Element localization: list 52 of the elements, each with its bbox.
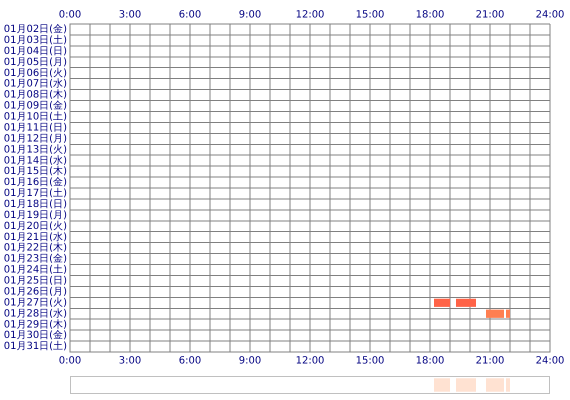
y-tick-label: 01月27日(火) — [4, 296, 68, 308]
y-tick-label: 01月15日(木) — [4, 165, 68, 178]
y-tick-label: 01月21日(水) — [4, 230, 68, 243]
x-tick-label: 18:00 — [416, 10, 444, 21]
y-tick-label: 01月17日(土) — [4, 187, 68, 200]
y-tick-label: 01月20日(火) — [4, 220, 68, 232]
y-tick-label: 01月12日(月) — [4, 133, 68, 144]
x-tick-label: 21:00 — [476, 10, 504, 21]
x-tick-label: 24:00 — [536, 10, 564, 21]
y-tick-label: 01月11日(日) — [4, 122, 68, 134]
y-tick-label: 01月22日(木) — [4, 242, 68, 254]
y-tick-label: 01月24日(土) — [4, 264, 68, 276]
y-tick-label: 01月10日(土) — [4, 110, 68, 123]
y-tick-label: 01月29日(木) — [4, 318, 68, 330]
y-tick-label: 01月14日(水) — [4, 154, 68, 166]
x2-tick-label: 3:00 — [118, 356, 142, 367]
y-tick-label: 01月09日(金) — [4, 100, 68, 112]
x2-tick-label: 9:00 — [238, 356, 262, 367]
y-tick-label: 01月02日(金) — [4, 23, 68, 36]
x-tick-label: 0:00 — [58, 10, 82, 21]
x2-tick-label: 12:00 — [296, 356, 324, 367]
bar — [456, 378, 476, 392]
bar — [506, 378, 510, 392]
x2-tick-label: 6:00 — [178, 356, 202, 367]
y-tick-label: 01月25日(日) — [4, 276, 68, 287]
x2-tick-label: 18:00 — [416, 356, 444, 367]
bar — [434, 378, 450, 392]
y-tick-label: 01月08日(木) — [4, 88, 68, 101]
x2-tick-label: 15:00 — [356, 356, 384, 367]
y-tick-label: 01月16日(金) — [4, 176, 68, 188]
x2-tick-label: 0:00 — [58, 356, 82, 367]
y-tick-label: 01月30日(金) — [4, 329, 68, 342]
y-tick-label: 01月04日(日) — [4, 46, 68, 57]
y-tick-label: 01月03日(土) — [4, 34, 68, 46]
y-tick-label: 01月06日(火) — [4, 66, 68, 79]
y-tick-label: 01月13日(火) — [4, 143, 68, 156]
y-tick-label: 01月19日(月) — [4, 210, 68, 221]
x2-tick-label: 21:00 — [476, 356, 504, 367]
y-tick-label: 01月23日(金) — [4, 252, 68, 265]
y-tick-label: 01月18日(日) — [4, 198, 68, 210]
y-tick-label: 01月05日(月) — [4, 56, 68, 68]
bar — [486, 378, 504, 392]
y-tick-label: 01月26日(月) — [4, 286, 68, 298]
x-tick-label: 15:00 — [356, 10, 384, 21]
y-tick-label: 01月28日(水) — [4, 307, 68, 320]
y-tick-label: 01月07日(水) — [4, 78, 68, 90]
x2-tick-label: 24:00 — [536, 356, 564, 367]
x-tick-label: 12:00 — [296, 10, 324, 21]
x-tick-label: 3:00 — [118, 10, 142, 21]
x-tick-label: 9:00 — [238, 10, 262, 21]
x-tick-label: 6:00 — [178, 10, 202, 21]
y-tick-label: 01月31日(土) — [4, 340, 68, 352]
